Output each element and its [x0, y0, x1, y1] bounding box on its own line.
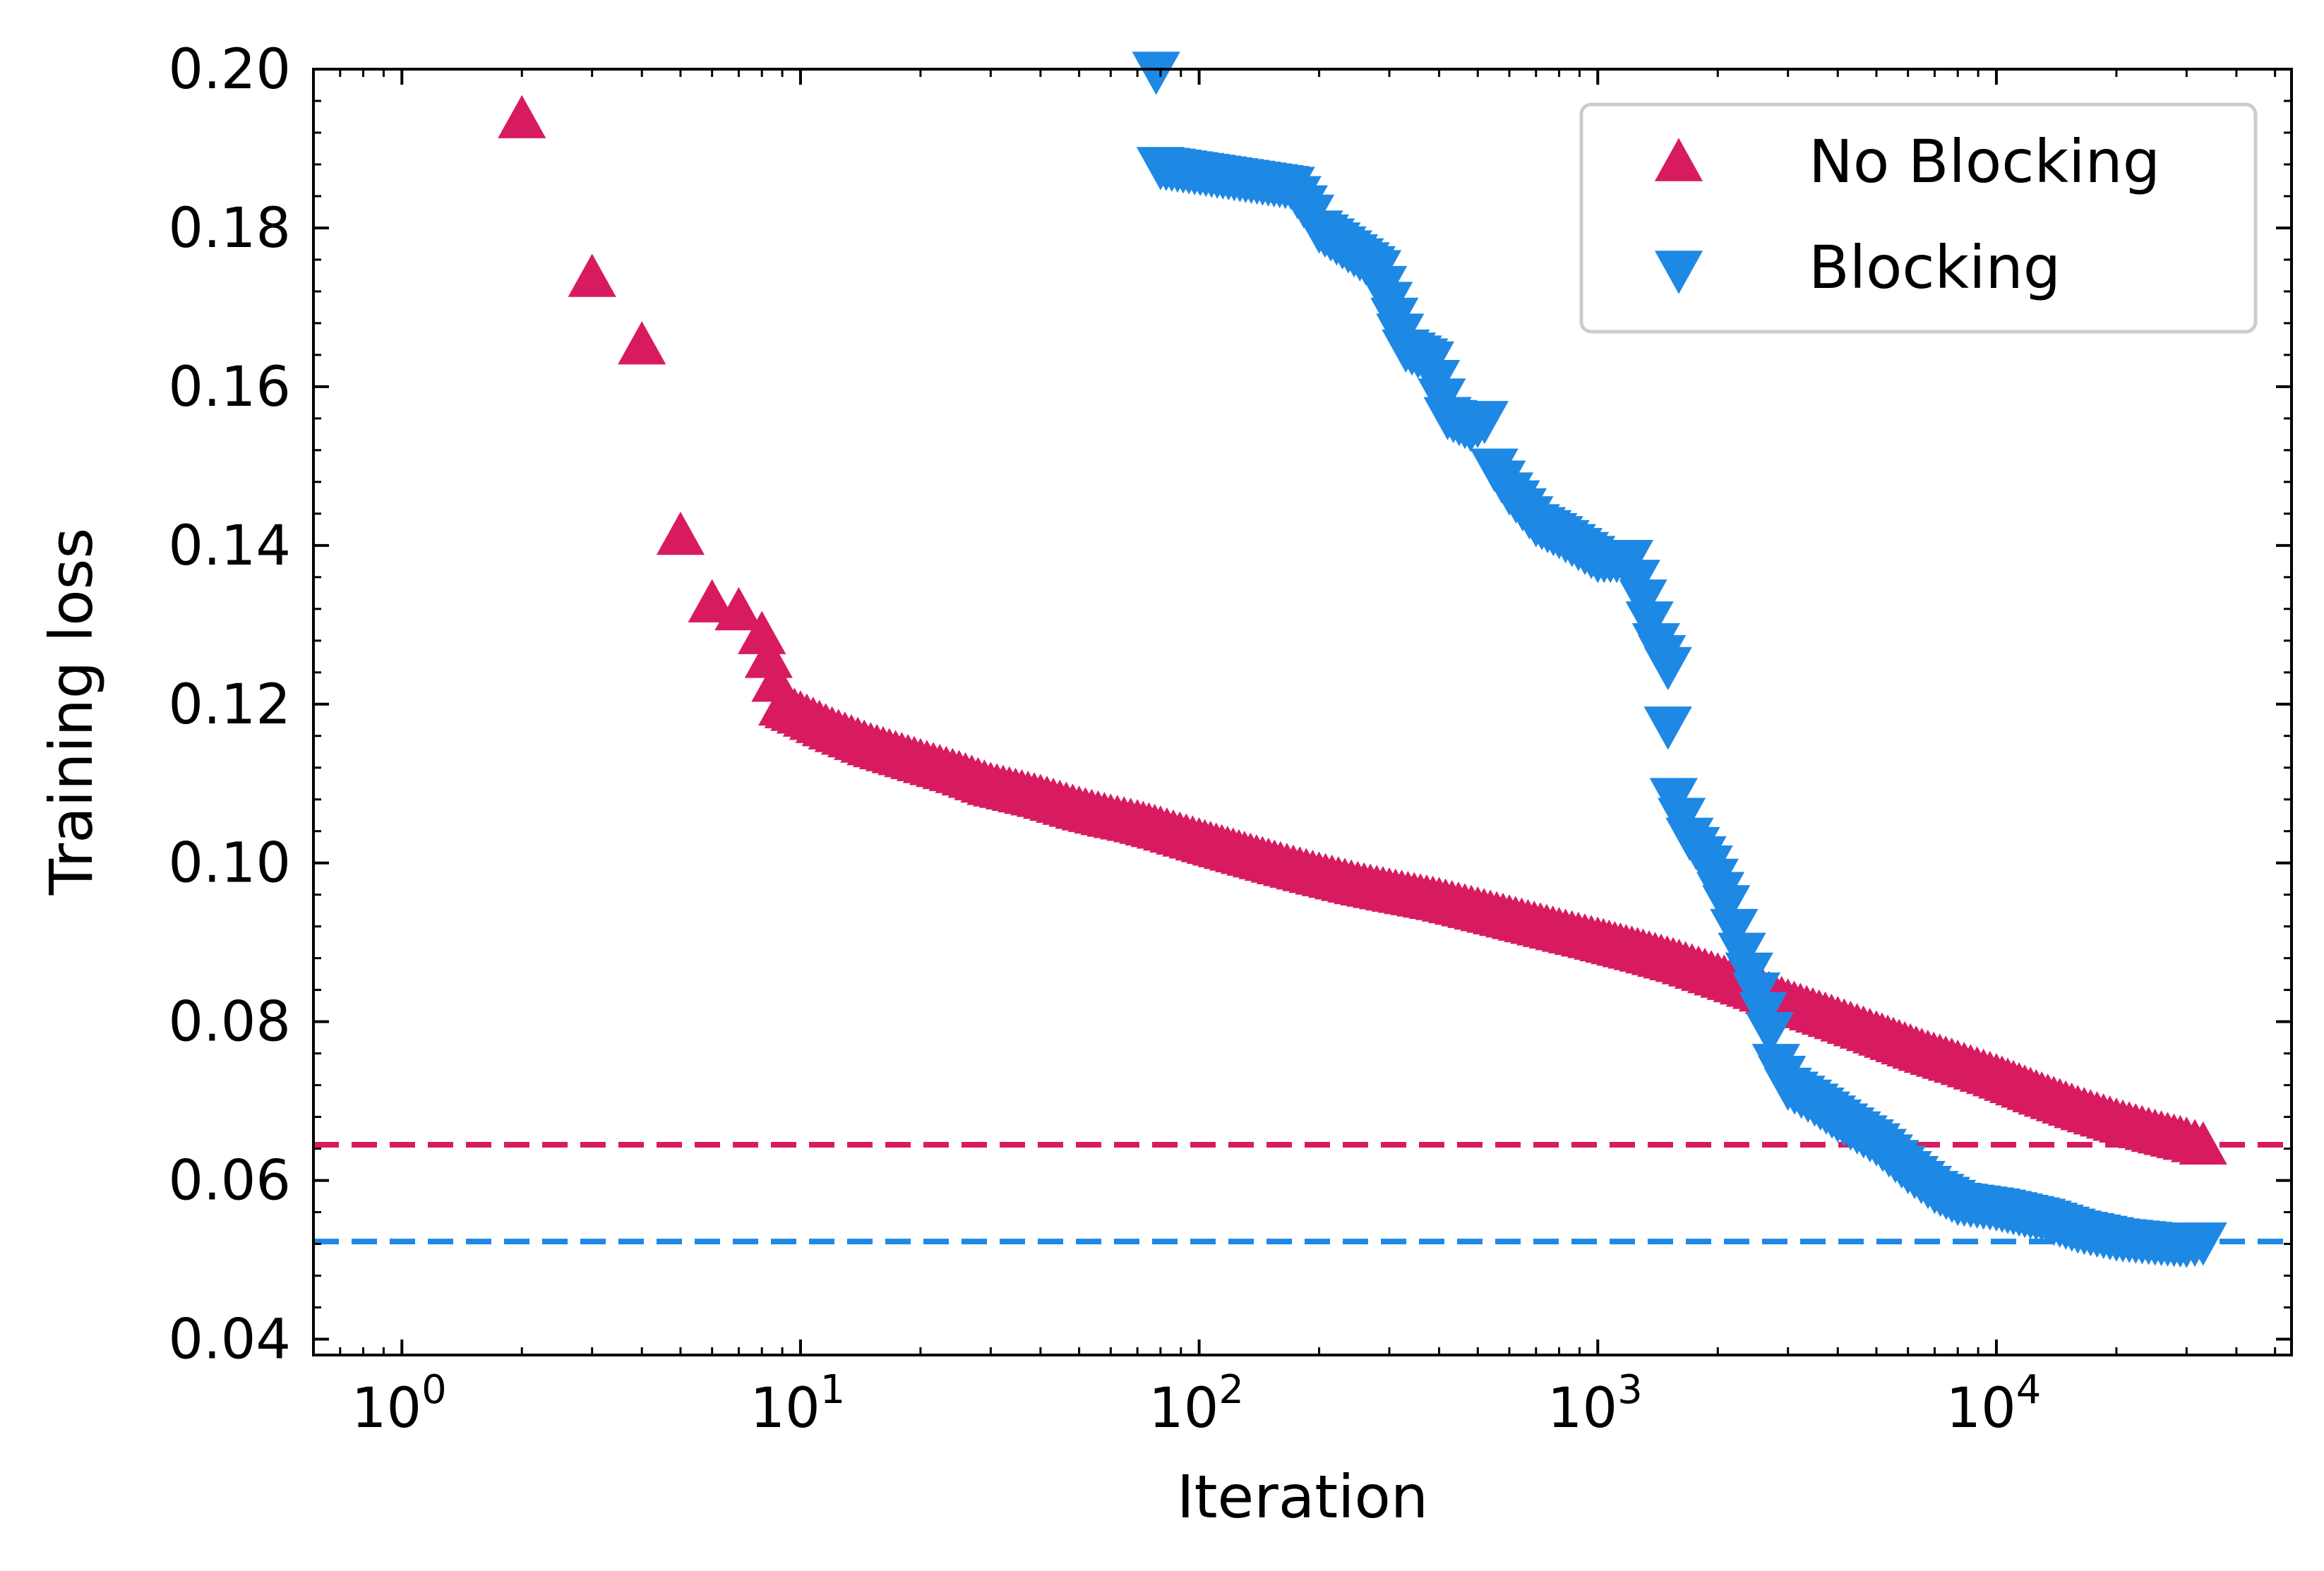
y-tick-label: 0.10: [168, 832, 291, 896]
data-point: [2179, 1222, 2227, 1266]
data-point: [1745, 1012, 1794, 1056]
legend-box: [1579, 102, 2258, 334]
data-points: [498, 52, 2227, 1268]
data-point: [618, 321, 666, 365]
data-point: [1132, 52, 1180, 95]
legend-marker-blocking: [1654, 251, 1703, 294]
y-tick-label: 0.12: [168, 673, 291, 737]
y-tick-label: 0.20: [168, 38, 291, 102]
x-tick-labels: 100 101 102 103 104: [352, 1367, 2042, 1440]
y-tick-label: 0.18: [168, 197, 291, 260]
data-point: [568, 253, 616, 297]
y-tick-label: 0.06: [168, 1150, 291, 1213]
data-point: [744, 634, 793, 678]
y-axis-title: Training loss: [37, 528, 106, 896]
data-point: [1643, 646, 1692, 691]
data-point: [1619, 579, 1667, 623]
data-point: [1710, 908, 1759, 953]
data-point: [1460, 401, 1509, 445]
data-point: [2179, 1121, 2227, 1165]
x-tick-label: 103: [1547, 1367, 1643, 1440]
y-tick-label: 0.16: [168, 356, 291, 419]
y-tick-label: 0.08: [168, 991, 291, 1054]
x-axis-title: Iteration: [1177, 1462, 1428, 1531]
data-point: [1702, 885, 1751, 929]
x-tick-label: 100: [352, 1367, 447, 1440]
y-tick-labels: 0.04 0.06 0.08 0.10 0.12 0.14 0.16 0.18 0.20: [168, 38, 291, 1372]
data-point: [714, 586, 763, 631]
x-tick-label: 101: [750, 1367, 845, 1440]
x-tick-label: 102: [1149, 1367, 1244, 1440]
y-tick-label: 0.04: [168, 1308, 291, 1372]
data-point: [498, 95, 546, 138]
data-point: [1625, 601, 1674, 645]
plot-frame: [312, 68, 2293, 1356]
legend: No Blocking Blocking: [1579, 102, 2258, 334]
data-point: [656, 512, 705, 555]
y-tick-label: 0.14: [168, 514, 291, 578]
x-tick-label: 104: [1946, 1367, 2041, 1440]
legend-label-no-blocking: No Blocking: [1809, 127, 2160, 196]
data-point: [688, 579, 736, 622]
legend-label-blocking: Blocking: [1809, 233, 2061, 302]
data-point: [1643, 706, 1692, 750]
legend-marker-no-blocking: [1654, 138, 1703, 181]
reference-lines: [313, 1141, 2292, 1245]
data-point: [738, 610, 786, 654]
